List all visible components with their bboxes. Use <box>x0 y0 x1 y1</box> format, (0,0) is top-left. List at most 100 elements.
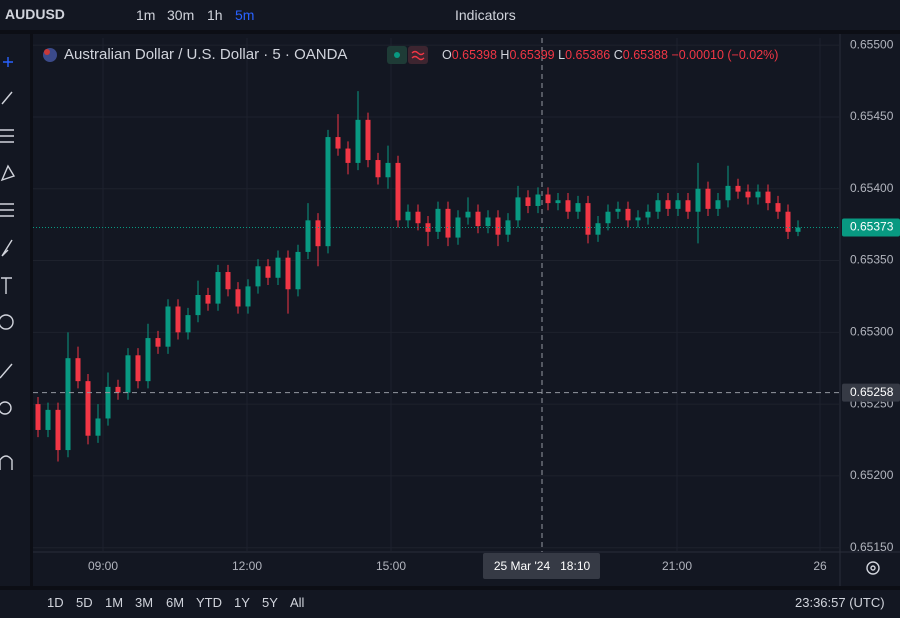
crosshair-time-tag <box>483 553 600 579</box>
candle-body <box>255 266 261 287</box>
legend-value: 0.65398 <box>451 48 497 62</box>
candle-body <box>535 194 541 206</box>
candle-body <box>485 217 491 227</box>
candle-body <box>625 208 631 221</box>
candle-body <box>45 409 51 430</box>
text-tool[interactable] <box>1 277 12 294</box>
measure-tool[interactable] <box>0 363 13 379</box>
symbol-flag-detail <box>44 49 50 55</box>
candle-body <box>135 355 141 382</box>
candle-body <box>755 191 761 198</box>
range-button[interactable]: YTD <box>196 595 222 610</box>
legend-values: O0.65398 H0.65399 L0.65386 C0.65388 −0.0… <box>442 48 778 62</box>
zoom-tool[interactable] <box>0 401 12 415</box>
candle-body <box>35 404 41 430</box>
candle-body <box>495 217 501 235</box>
x-tick-label: 15:00 <box>376 559 406 573</box>
candle-body <box>595 223 601 235</box>
candle-body <box>725 185 731 201</box>
candle-body <box>605 211 611 224</box>
price-axis <box>840 34 900 586</box>
range-button[interactable]: 5Y <box>262 595 278 610</box>
range-button[interactable]: 1D <box>47 595 64 610</box>
crosshair-time-label: 25 Mar '24 18:10 <box>494 559 591 573</box>
range-button[interactable]: All <box>290 595 305 610</box>
candle-body <box>245 286 251 307</box>
x-tick-label: 09:00 <box>88 559 118 573</box>
range-button[interactable]: 5D <box>76 595 93 610</box>
candle-body <box>315 220 321 247</box>
settings-icon[interactable] <box>866 561 880 575</box>
interval-button[interactable]: 1m <box>136 7 156 23</box>
range-button[interactable]: 1M <box>105 595 124 610</box>
legend-value: 0.65399 <box>509 48 555 62</box>
candle-body <box>475 211 481 227</box>
y-tick-label: 0.65400 <box>850 181 894 195</box>
candle-body <box>405 211 411 221</box>
candle-body <box>165 306 171 347</box>
legend-value: 0.65388 <box>622 48 668 62</box>
legend-key: O <box>442 48 452 62</box>
candle-body <box>235 289 241 307</box>
projection-tool[interactable] <box>0 203 14 217</box>
candle-body <box>745 191 751 198</box>
candle-body <box>215 272 221 304</box>
y-tick-label: 0.65350 <box>850 253 894 267</box>
crosshair-price-tag <box>842 383 900 402</box>
candle-body <box>795 227 801 232</box>
candle-body <box>375 160 381 178</box>
interval-button[interactable]: 30m <box>167 7 195 23</box>
candle-body <box>185 315 191 333</box>
range-button[interactable]: 3M <box>135 595 154 610</box>
candle-body <box>655 200 661 212</box>
fib-tool[interactable] <box>0 129 14 143</box>
legend-key: L <box>558 48 566 62</box>
legend-title: Australian Dollar / U.S. Dollar · 5 · OA… <box>64 46 348 63</box>
candle-body <box>385 162 391 178</box>
delay-badge <box>408 46 428 64</box>
legend-key: H <box>500 48 510 62</box>
y-tick-label: 0.65500 <box>850 37 894 51</box>
x-tick-label: 21:00 <box>662 559 692 573</box>
candle-body <box>445 208 451 238</box>
y-tick-label: 0.65450 <box>850 109 894 123</box>
interval-button[interactable]: 1h <box>207 7 223 23</box>
icon-tool[interactable] <box>0 314 14 330</box>
candle-body <box>85 381 91 436</box>
y-tick-label: 0.65150 <box>850 540 894 554</box>
symbol[interactable]: AUDUSD <box>5 6 65 22</box>
candle-body <box>515 197 521 221</box>
range-button[interactable]: 6M <box>166 595 185 610</box>
candle-body <box>735 185 741 192</box>
candle-body <box>395 162 401 221</box>
last-price-label: 0.65373 <box>850 220 894 234</box>
range-button[interactable]: 1Y <box>234 595 250 610</box>
pattern-tool[interactable] <box>0 164 16 182</box>
delay-badge-icon <box>411 50 425 61</box>
candle-body <box>785 211 791 232</box>
candle-body <box>345 148 351 163</box>
brush-tool[interactable] <box>1 239 13 257</box>
candle-body <box>295 251 301 290</box>
candle-body <box>775 203 781 212</box>
candle-body <box>435 208 441 232</box>
magnet-tool[interactable] <box>0 455 13 470</box>
settings-icon-center <box>870 565 876 571</box>
candle-body <box>155 338 161 347</box>
candle-body <box>275 257 281 278</box>
candle-body <box>545 194 551 204</box>
candle-body <box>115 386 121 393</box>
interval-button[interactable]: 5m <box>235 7 255 23</box>
candle-body <box>225 272 231 290</box>
candle-body <box>75 358 81 382</box>
line-tool[interactable] <box>1 91 13 105</box>
crosshair-price-label: 0.65258 <box>850 385 894 399</box>
top-toolbar <box>0 0 900 34</box>
candle-body <box>125 355 131 393</box>
y-tick-label: 0.65300 <box>850 325 894 339</box>
indicators-button[interactable]: Indicators <box>455 7 516 23</box>
candle-body <box>305 220 311 252</box>
crosshair-tool[interactable] <box>3 57 13 67</box>
